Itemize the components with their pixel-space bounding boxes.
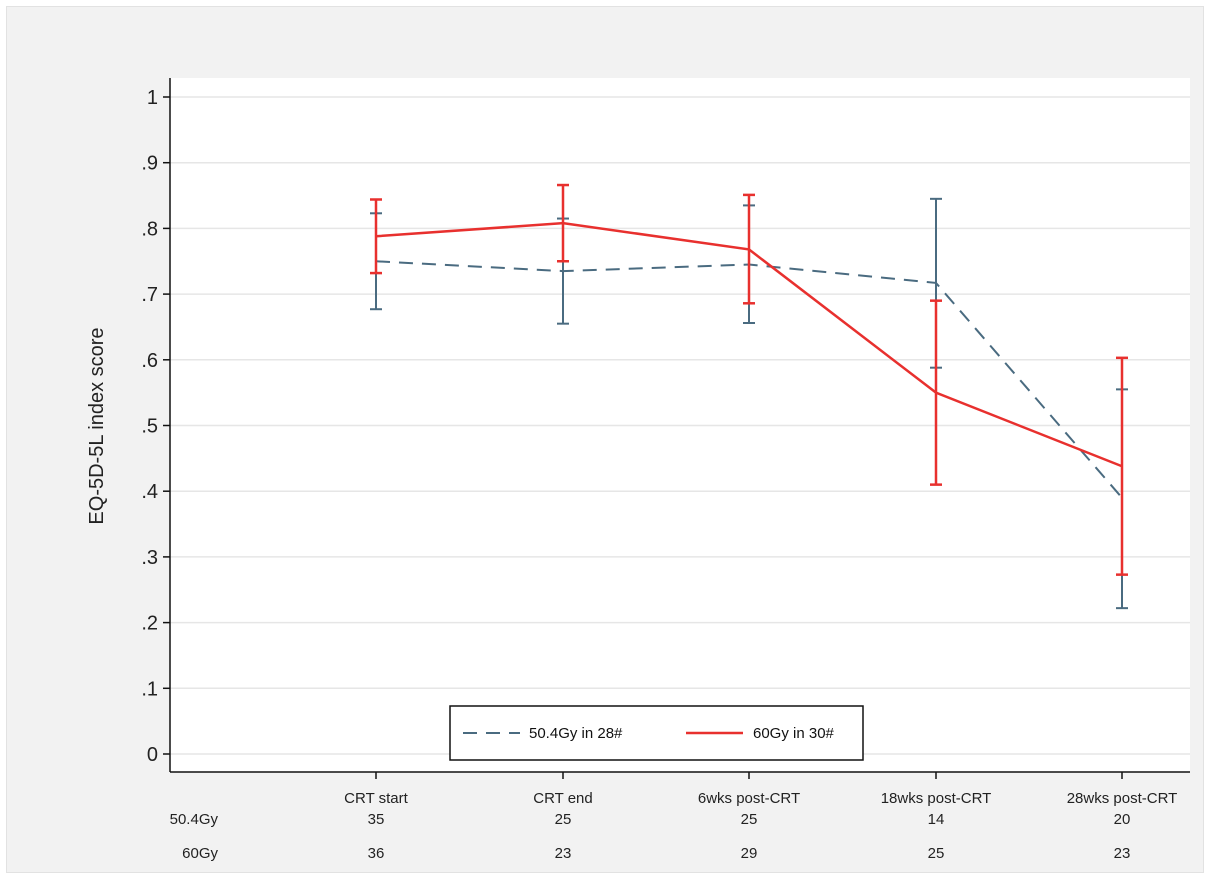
x-tick-label-3: 18wks post-CRT — [881, 790, 992, 807]
y-tick-label-6: .6 — [141, 350, 158, 372]
y-tick-label-10: 1 — [147, 87, 158, 109]
n-count-0-3: 14 — [928, 811, 945, 828]
n-row-label-0: 50.4Gy — [170, 811, 219, 828]
y-tick-label-0: 0 — [147, 744, 158, 766]
legend-label-0: 50.4Gy in 28# — [529, 725, 623, 742]
n-count-0-4: 20 — [1114, 811, 1131, 828]
series-group — [370, 183, 1128, 610]
n-count-1-1: 23 — [555, 845, 572, 862]
y-tick-label-1: .1 — [141, 678, 158, 700]
grid-lines — [170, 96, 1190, 755]
series-line-1 — [375, 221, 1123, 468]
y-tick-label-8: .8 — [141, 218, 158, 240]
x-tick-label-0: CRT start — [344, 790, 408, 807]
n-count-1-3: 25 — [928, 845, 945, 862]
y-tick-label-5: .5 — [141, 416, 158, 438]
y-tick-label-7: .7 — [141, 284, 158, 306]
x-axis-ticks: CRT start CRT end 6wks post-CRT 18wks post-… — [344, 772, 1177, 807]
n-count-0-1: 25 — [555, 811, 572, 828]
y-tick-label-4: .4 — [141, 481, 158, 503]
n-count-1-2: 29 — [741, 845, 758, 862]
y-axis-ticks: 0 .1 .2 .3 .4 .5 .6 .7 .8 .9 1 — [141, 87, 170, 766]
y-tick-label-2: .2 — [141, 613, 158, 635]
y-tick-label-9: .9 — [141, 153, 158, 175]
n-count-1-4: 23 — [1114, 845, 1131, 862]
series-1 — [370, 183, 1128, 576]
y-axis-label: EQ-5D-5L index score — [86, 327, 108, 524]
x-tick-label-2: 6wks post-CRT — [698, 790, 800, 807]
x-tick-label-4: 28wks post-CRT — [1067, 790, 1178, 807]
x-tick-label-1: CRT end — [533, 790, 592, 807]
n-count-0-0: 35 — [368, 811, 385, 828]
n-table: 50.4Gy 35 25 25 14 20 60Gy 36 23 29 25 23 — [170, 811, 1131, 862]
n-count-0-2: 25 — [741, 811, 758, 828]
y-tick-label-3: .3 — [141, 547, 158, 569]
n-count-1-0: 36 — [368, 845, 385, 862]
n-row-label-1: 60Gy — [182, 845, 218, 862]
legend: 50.4Gy in 28# 60Gy in 30# — [449, 705, 864, 761]
legend-label-1: 60Gy in 30# — [753, 725, 835, 742]
